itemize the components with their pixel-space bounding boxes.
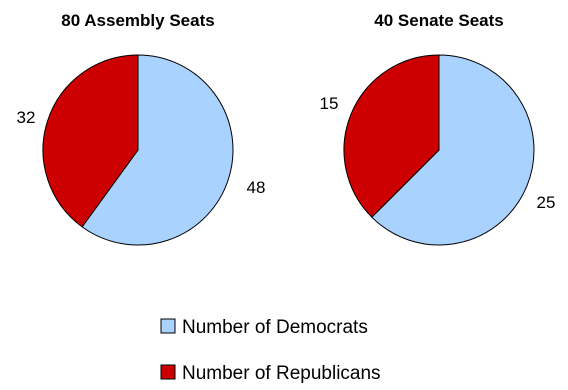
legend-label-republicans: Number of Republicans — [182, 363, 381, 384]
assembly-democrats-slice — [81, 54, 234, 246]
senate-democrats-slice — [371, 54, 535, 246]
legend: Number of Democrats Number of Republican… — [160, 317, 381, 384]
senate-pie — [343, 54, 535, 246]
assembly-pie — [42, 54, 234, 246]
assembly-republicans-slice — [42, 54, 139, 228]
senate-chart-title: 40 Senate Seats — [374, 11, 503, 30]
assembly-republicans-label: 32 — [17, 108, 36, 127]
assembly-chart: 80 Assembly Seats 48 32 — [17, 11, 266, 246]
legend-item-democrats: Number of Democrats — [160, 317, 368, 338]
legend-label-democrats: Number of Democrats — [182, 317, 368, 338]
legend-item-republicans: Number of Republicans — [160, 363, 381, 384]
assembly-democrats-label: 48 — [247, 178, 266, 197]
senate-republicans-slice — [343, 54, 440, 218]
senate-republicans-label: 15 — [320, 94, 339, 113]
legend-swatch-republicans — [160, 364, 176, 380]
legend-swatch-democrats — [160, 318, 176, 334]
senate-chart: 40 Senate Seats 25 15 — [320, 11, 556, 246]
senate-democrats-label: 25 — [537, 193, 556, 212]
assembly-chart-title: 80 Assembly Seats — [61, 11, 214, 30]
